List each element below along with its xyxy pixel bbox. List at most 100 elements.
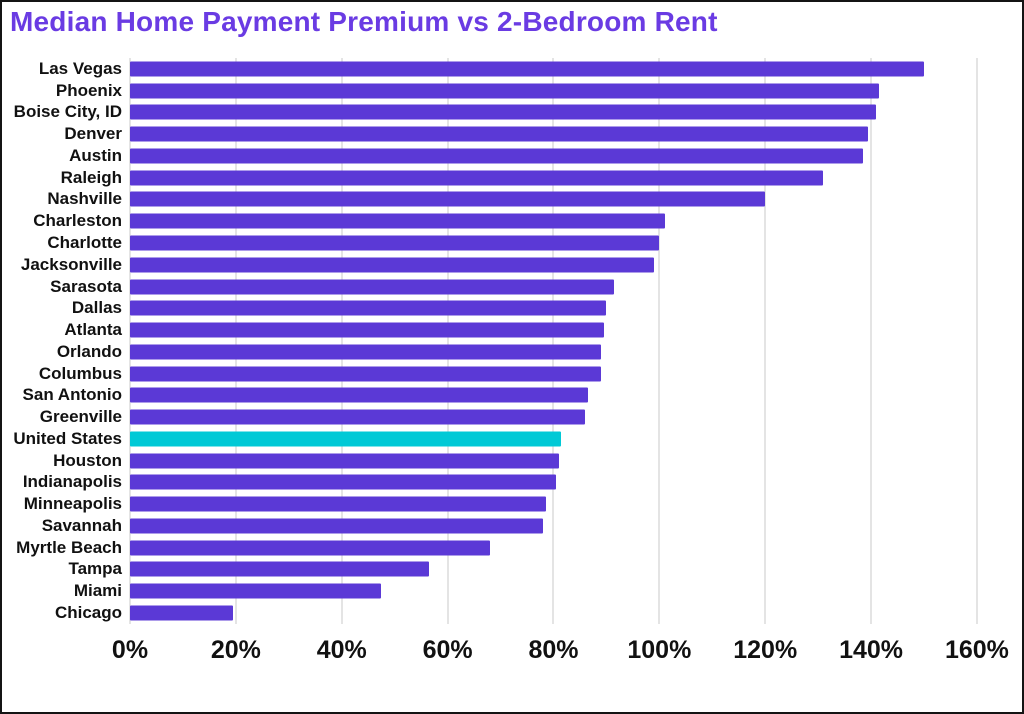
bar xyxy=(130,561,430,577)
bar-track xyxy=(130,384,1014,406)
bar xyxy=(130,387,588,403)
x-tick-label: 120% xyxy=(733,636,798,664)
chart-row: Boise City, ID xyxy=(2,102,1014,124)
chart-row: Savannah xyxy=(2,515,1014,537)
x-tick-label: 140% xyxy=(839,636,904,664)
bar-track xyxy=(130,341,1014,363)
bar xyxy=(130,453,559,469)
bar-track xyxy=(130,297,1014,319)
chart-row: Austin xyxy=(2,145,1014,167)
bar xyxy=(130,605,234,621)
x-tick-label: 160% xyxy=(944,636,1009,664)
chart-row: Miami xyxy=(2,580,1014,602)
bar-track xyxy=(130,602,1014,624)
bar xyxy=(130,300,607,316)
gridline-160 xyxy=(975,58,978,624)
x-tick-label: 20% xyxy=(210,636,261,664)
gridline-60 xyxy=(446,58,449,624)
x-tick-label: 80% xyxy=(528,636,579,664)
bar xyxy=(130,344,602,360)
bar xyxy=(130,409,586,425)
chart-row: Houston xyxy=(2,450,1014,472)
bar-track xyxy=(130,493,1014,515)
bar xyxy=(130,235,660,251)
bar xyxy=(130,540,490,556)
chart-row: Phoenix xyxy=(2,80,1014,102)
gridline-40 xyxy=(340,58,343,624)
category-label: Dallas xyxy=(71,298,122,318)
chart-row: Nashville xyxy=(2,189,1014,211)
category-label: Austin xyxy=(69,145,122,165)
gridline-120 xyxy=(764,58,767,624)
bar xyxy=(130,61,924,77)
category-label: Denver xyxy=(64,124,122,144)
category-label: Sarasota xyxy=(50,276,122,296)
chart-row: Indianapolis xyxy=(2,472,1014,494)
bar-track xyxy=(130,123,1014,145)
bar-rows: Las Vegas Phoenix Boise City, ID Denver Aust… xyxy=(2,58,1014,624)
chart-row: Las Vegas xyxy=(2,58,1014,80)
category-label: Myrtle Beach xyxy=(16,537,122,557)
x-axis: 0% 20% 40% 60% 80% 100% 120% 140% 160% xyxy=(112,636,1014,676)
gridline-140 xyxy=(870,58,873,624)
chart-row: Sarasota xyxy=(2,276,1014,298)
x-tick-label: 40% xyxy=(316,636,367,664)
gridline-100 xyxy=(658,58,661,624)
x-tick-label: 100% xyxy=(627,636,692,664)
bar xyxy=(130,104,877,120)
category-label: Minneapolis xyxy=(23,494,122,514)
bar-track xyxy=(130,102,1014,124)
category-label: Raleigh xyxy=(60,167,122,187)
chart-row: Chicago xyxy=(2,602,1014,624)
bar xyxy=(130,126,869,142)
category-label: Indianapolis xyxy=(22,472,122,492)
gridline-20 xyxy=(234,58,237,624)
chart-row: Dallas xyxy=(2,297,1014,319)
category-label: Atlanta xyxy=(64,320,122,340)
x-tick-label: 0% xyxy=(111,636,149,664)
category-label: Orlando xyxy=(56,341,122,361)
bar-track xyxy=(130,58,1014,80)
bar xyxy=(130,583,382,599)
category-label: Boise City, ID xyxy=(13,102,122,122)
bar-track xyxy=(130,515,1014,537)
category-label: Charlotte xyxy=(47,233,122,252)
bar-track xyxy=(130,232,1014,254)
bar xyxy=(130,148,864,164)
bar-track xyxy=(130,363,1014,385)
bar-track xyxy=(130,276,1014,298)
plot-area: Las Vegas Phoenix Boise City, ID Denver Aust… xyxy=(2,58,1014,624)
bar xyxy=(130,83,880,99)
bar xyxy=(130,191,766,207)
x-tick-label: 60% xyxy=(422,636,473,664)
bar-track xyxy=(130,167,1014,189)
bar xyxy=(130,257,655,273)
bar-track xyxy=(130,428,1014,450)
category-label: Phoenix xyxy=(55,80,122,100)
chart-row: Charlotte xyxy=(2,232,1014,254)
bar-track xyxy=(130,472,1014,494)
bar xyxy=(130,474,557,490)
chart-row: Raleigh xyxy=(2,167,1014,189)
category-label: Chicago xyxy=(54,603,122,623)
bar-track xyxy=(130,559,1014,581)
chart-row: San Antonio xyxy=(2,384,1014,406)
bar xyxy=(130,170,824,186)
bar-track xyxy=(130,210,1014,232)
bar xyxy=(130,518,543,534)
bar xyxy=(130,279,615,295)
chart-row: United States xyxy=(2,428,1014,450)
chart-row: Atlanta xyxy=(2,319,1014,341)
category-label: Jacksonville xyxy=(20,254,122,274)
bar xyxy=(130,322,604,338)
gridline-0 xyxy=(129,58,131,624)
chart-row: Myrtle Beach xyxy=(2,537,1014,559)
bar-track xyxy=(130,406,1014,428)
chart-row: Orlando xyxy=(2,341,1014,363)
bar-track xyxy=(130,80,1014,102)
bar xyxy=(130,366,602,382)
chart-row: Greenville xyxy=(2,406,1014,428)
chart-row: Jacksonville xyxy=(2,254,1014,276)
category-label: Tampa xyxy=(68,559,122,579)
category-label: Columbus xyxy=(38,363,122,383)
